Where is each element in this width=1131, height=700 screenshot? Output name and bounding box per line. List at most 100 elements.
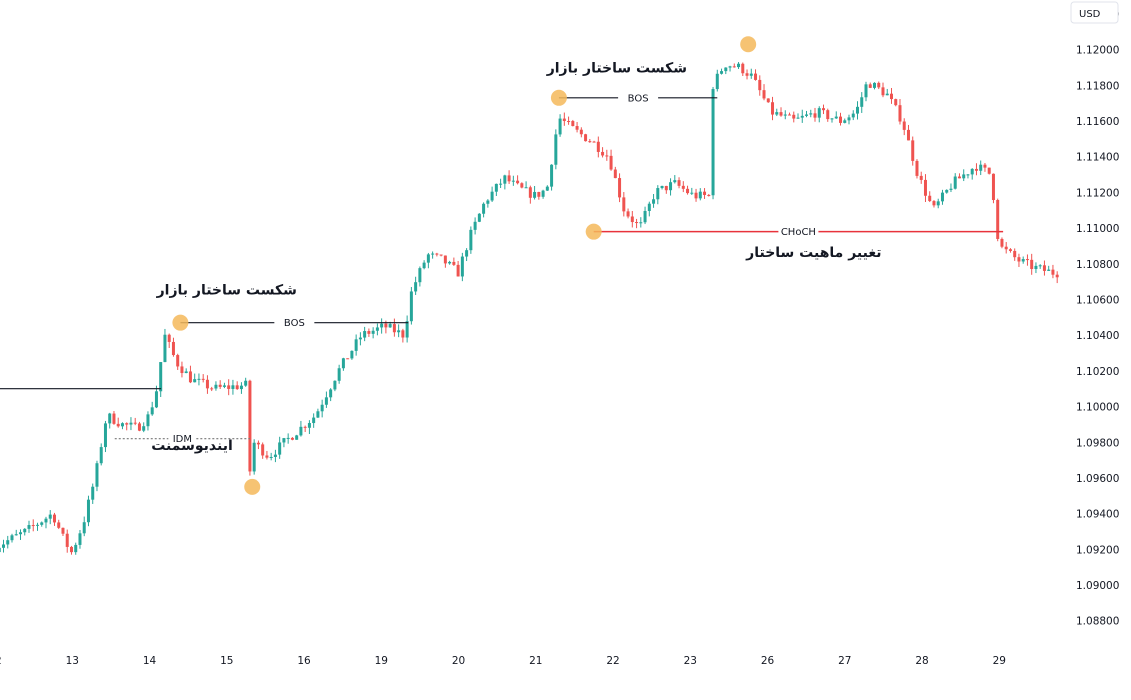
y-tick-label: 1.09800 <box>1076 437 1119 449</box>
levels-layer: BOS BOS CHoCH IDM <box>0 93 1004 445</box>
x-tick-label: 15 <box>220 655 233 667</box>
candle <box>881 82 885 98</box>
candle <box>860 92 864 113</box>
candle <box>239 382 243 394</box>
candle <box>150 401 154 416</box>
candle <box>142 422 146 433</box>
candle <box>754 69 758 81</box>
candle <box>48 510 52 525</box>
candle <box>57 519 61 530</box>
candle <box>1051 264 1055 279</box>
candle <box>618 173 622 203</box>
candle <box>1013 248 1017 261</box>
candle <box>635 218 639 229</box>
candle <box>125 422 129 431</box>
candle <box>601 147 605 158</box>
candle <box>290 437 294 441</box>
y-tick-label: 1.08800 <box>1076 616 1119 628</box>
candle <box>979 160 983 176</box>
candle <box>673 175 677 184</box>
candle <box>834 111 838 119</box>
candle <box>103 420 107 453</box>
candle <box>129 417 133 431</box>
candle <box>554 129 558 170</box>
candle <box>448 260 452 265</box>
candle <box>932 200 936 208</box>
x-tick-label: 27 <box>838 655 851 667</box>
y-tick-label: 1.11600 <box>1076 116 1119 128</box>
candle <box>830 118 834 123</box>
candle <box>439 254 443 257</box>
candle <box>346 358 350 360</box>
candle <box>1038 264 1042 269</box>
candle <box>864 81 868 102</box>
candle <box>409 287 413 325</box>
candle <box>575 121 579 133</box>
candle <box>996 198 1000 242</box>
candle <box>558 114 562 137</box>
candle <box>74 542 78 555</box>
candle <box>137 421 141 432</box>
candle <box>919 171 923 184</box>
candle <box>872 82 876 90</box>
candle <box>1042 260 1046 276</box>
swing-marker <box>740 36 757 53</box>
candle <box>949 183 953 193</box>
candle <box>248 379 252 476</box>
candle <box>184 368 188 374</box>
candle <box>800 109 804 123</box>
candle <box>1 539 5 553</box>
candle <box>499 178 503 189</box>
candle <box>490 186 494 203</box>
candle <box>889 87 893 104</box>
candle <box>639 217 643 228</box>
candle <box>775 108 779 117</box>
candle <box>473 217 477 235</box>
candle <box>35 522 39 531</box>
candle <box>584 133 588 142</box>
candle <box>711 86 715 200</box>
candle <box>567 116 571 125</box>
annotation-label: اینديوسمنت <box>151 438 233 454</box>
candle <box>885 88 889 96</box>
candle <box>720 68 724 75</box>
candle <box>154 385 158 409</box>
annotation-label: تغییر ماهیت ساختار <box>745 245 881 261</box>
candle <box>809 109 813 118</box>
candle <box>40 521 44 527</box>
candle <box>541 189 545 199</box>
candle <box>749 68 753 79</box>
candle <box>923 174 927 202</box>
candle <box>218 380 222 389</box>
candle <box>1025 254 1029 266</box>
candle <box>23 528 27 536</box>
candle <box>936 198 940 209</box>
x-tick-label: 21 <box>529 655 542 667</box>
annotations-layer: شکست ساختار بازار شکست ساختار بازار اینديو… <box>151 60 881 454</box>
candle <box>588 138 592 143</box>
candle <box>1021 256 1025 264</box>
candle <box>664 185 668 194</box>
candle <box>745 69 749 80</box>
candle <box>329 388 333 402</box>
candle <box>647 201 651 217</box>
candle <box>698 188 702 201</box>
candle <box>494 183 498 197</box>
candle <box>188 365 192 384</box>
candle <box>511 175 515 186</box>
candle <box>201 374 205 383</box>
candle <box>915 159 919 179</box>
candle <box>562 112 566 126</box>
level-idm: IDM <box>114 434 250 445</box>
candle <box>805 110 809 118</box>
candle <box>596 136 600 158</box>
unit-box[interactable] <box>1070 1 1119 24</box>
candle <box>320 399 324 418</box>
candle <box>550 164 554 191</box>
candle <box>1047 265 1051 271</box>
candle <box>6 535 10 549</box>
candle <box>851 110 855 121</box>
level-bos: BOS <box>180 318 409 329</box>
candle <box>477 213 481 223</box>
candle <box>533 186 537 200</box>
